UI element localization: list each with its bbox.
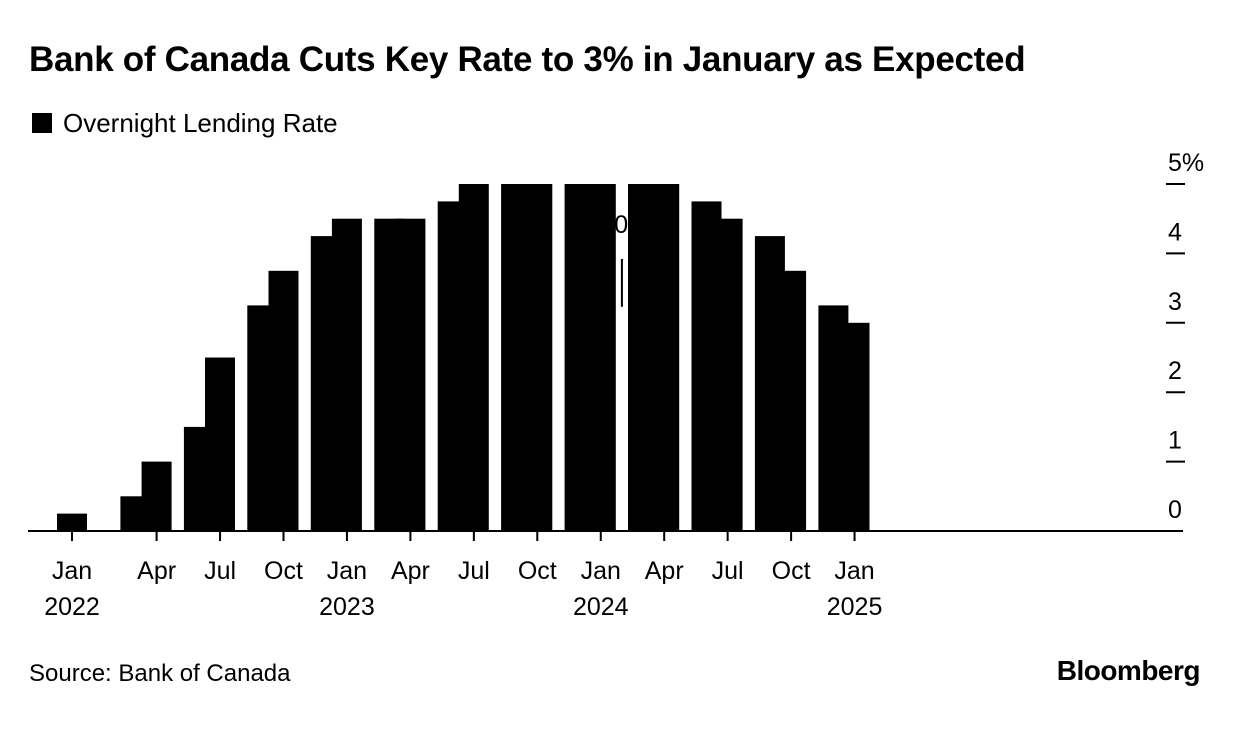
x-tick-label-2022-07: Jul	[204, 557, 236, 585]
x-tick-label-2024-01: Jan	[581, 557, 621, 585]
bar-2024-04	[649, 184, 680, 531]
source-note: Source: Bank of Canada	[29, 660, 291, 687]
y-tick-label-3: 3	[1168, 288, 1182, 316]
x-tick-label-2024-04: Apr	[645, 557, 684, 585]
bar-2023-04	[395, 218, 426, 531]
bar-2022-10	[268, 270, 299, 532]
chart-title: Bank of Canada Cuts Key Rate to 3% in Ja…	[29, 40, 1026, 79]
y-axis: 0 1 2 3 4 5%	[1166, 149, 1204, 524]
x-year-label-2022: 2022	[44, 593, 100, 621]
annotation-group: 3.0%	[593, 211, 650, 307]
x-year-label-2025: 2025	[827, 593, 883, 621]
bar-2022-01	[57, 513, 87, 531]
bar-2023-10	[522, 184, 553, 531]
bar-2022-07	[205, 357, 235, 531]
x-tick-label-2024-10: Oct	[772, 557, 811, 585]
x-tick-label-2022-01: Jan	[52, 557, 92, 585]
legend-swatch	[32, 113, 52, 133]
y-tick-label-4: 4	[1168, 218, 1182, 246]
x-tick-label-2023-07: Jul	[458, 557, 490, 585]
x-tick-label-2025-01: Jan	[834, 557, 874, 585]
bars-group	[57, 184, 870, 532]
bar-2024-01	[585, 184, 616, 531]
y-tick-label-5: 5%	[1168, 149, 1204, 177]
bar-2025-01	[839, 322, 870, 531]
x-axis: Jan 2022 Apr Jul Oct Jan 2023 Apr Jul Oct Jan 2024 A…	[28, 530, 1183, 621]
x-tick-label-2022-04: Apr	[137, 557, 176, 585]
bar-2024-10	[776, 270, 807, 532]
x-tick-label-2023-04: Apr	[391, 557, 430, 585]
legend: Overnight Lending Rate	[32, 108, 338, 138]
bar-2023-07	[458, 184, 489, 531]
bar-2024-07	[712, 218, 743, 531]
y-tick-label-2: 2	[1168, 357, 1182, 385]
annotation-label: 3.0%	[593, 211, 650, 239]
y-tick-label-0: 0	[1168, 496, 1182, 524]
x-tick-label-2023-01: Jan	[327, 557, 367, 585]
x-year-label-2024: 2024	[573, 593, 629, 621]
x-tick-label-2022-10: Oct	[264, 557, 303, 585]
x-tick-label-2023-10: Oct	[518, 557, 557, 585]
bloomberg-logo: Bloomberg	[1056, 655, 1201, 686]
x-year-label-2023: 2023	[319, 593, 375, 621]
y-tick-label-1: 1	[1168, 427, 1182, 455]
bar-2022-04	[141, 461, 172, 531]
bar-2023-01	[331, 218, 362, 531]
legend-label: Overnight Lending Rate	[63, 107, 338, 138]
x-tick-label-2024-07: Jul	[712, 557, 744, 585]
